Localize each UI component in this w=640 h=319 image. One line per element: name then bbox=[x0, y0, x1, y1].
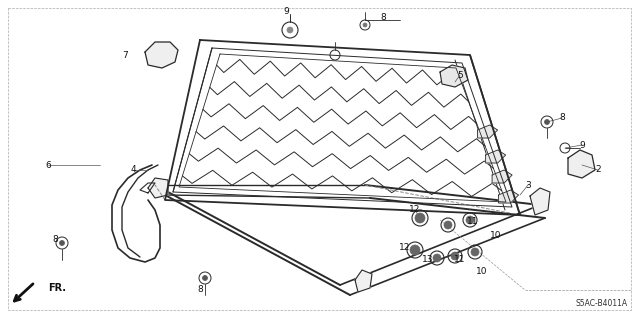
Text: 8: 8 bbox=[380, 13, 386, 23]
Circle shape bbox=[410, 245, 420, 255]
Text: 5: 5 bbox=[457, 70, 463, 79]
Circle shape bbox=[545, 120, 550, 124]
Text: 10: 10 bbox=[490, 231, 502, 240]
Text: 12: 12 bbox=[399, 243, 411, 253]
Polygon shape bbox=[530, 188, 550, 215]
Text: 10: 10 bbox=[476, 268, 488, 277]
Circle shape bbox=[415, 213, 425, 223]
Polygon shape bbox=[355, 270, 372, 292]
Circle shape bbox=[444, 221, 452, 229]
Polygon shape bbox=[492, 170, 512, 183]
Text: S5AC-B4011A: S5AC-B4011A bbox=[576, 299, 628, 308]
Text: 8: 8 bbox=[52, 235, 58, 244]
Text: 8: 8 bbox=[559, 114, 565, 122]
Polygon shape bbox=[145, 42, 178, 68]
Text: 9: 9 bbox=[579, 140, 585, 150]
Circle shape bbox=[60, 241, 65, 246]
Polygon shape bbox=[486, 150, 506, 163]
Text: 11: 11 bbox=[467, 218, 479, 226]
Text: 7: 7 bbox=[122, 50, 128, 60]
Circle shape bbox=[471, 248, 479, 256]
Circle shape bbox=[287, 27, 293, 33]
Text: 4: 4 bbox=[130, 166, 136, 174]
Text: 6: 6 bbox=[45, 160, 51, 169]
Circle shape bbox=[202, 276, 207, 280]
Polygon shape bbox=[148, 178, 168, 198]
Text: 2: 2 bbox=[595, 166, 601, 174]
Polygon shape bbox=[499, 190, 518, 203]
Circle shape bbox=[433, 254, 441, 262]
Text: 3: 3 bbox=[525, 181, 531, 189]
Polygon shape bbox=[440, 65, 468, 87]
Polygon shape bbox=[568, 150, 595, 178]
Text: 8: 8 bbox=[197, 286, 203, 294]
Text: 11: 11 bbox=[454, 256, 466, 264]
Text: 9: 9 bbox=[283, 8, 289, 17]
Circle shape bbox=[466, 216, 474, 224]
Text: FR.: FR. bbox=[48, 283, 66, 293]
Circle shape bbox=[451, 252, 459, 260]
Circle shape bbox=[363, 23, 367, 27]
Text: 12: 12 bbox=[410, 205, 420, 214]
Polygon shape bbox=[477, 125, 497, 138]
Text: 13: 13 bbox=[422, 256, 434, 264]
